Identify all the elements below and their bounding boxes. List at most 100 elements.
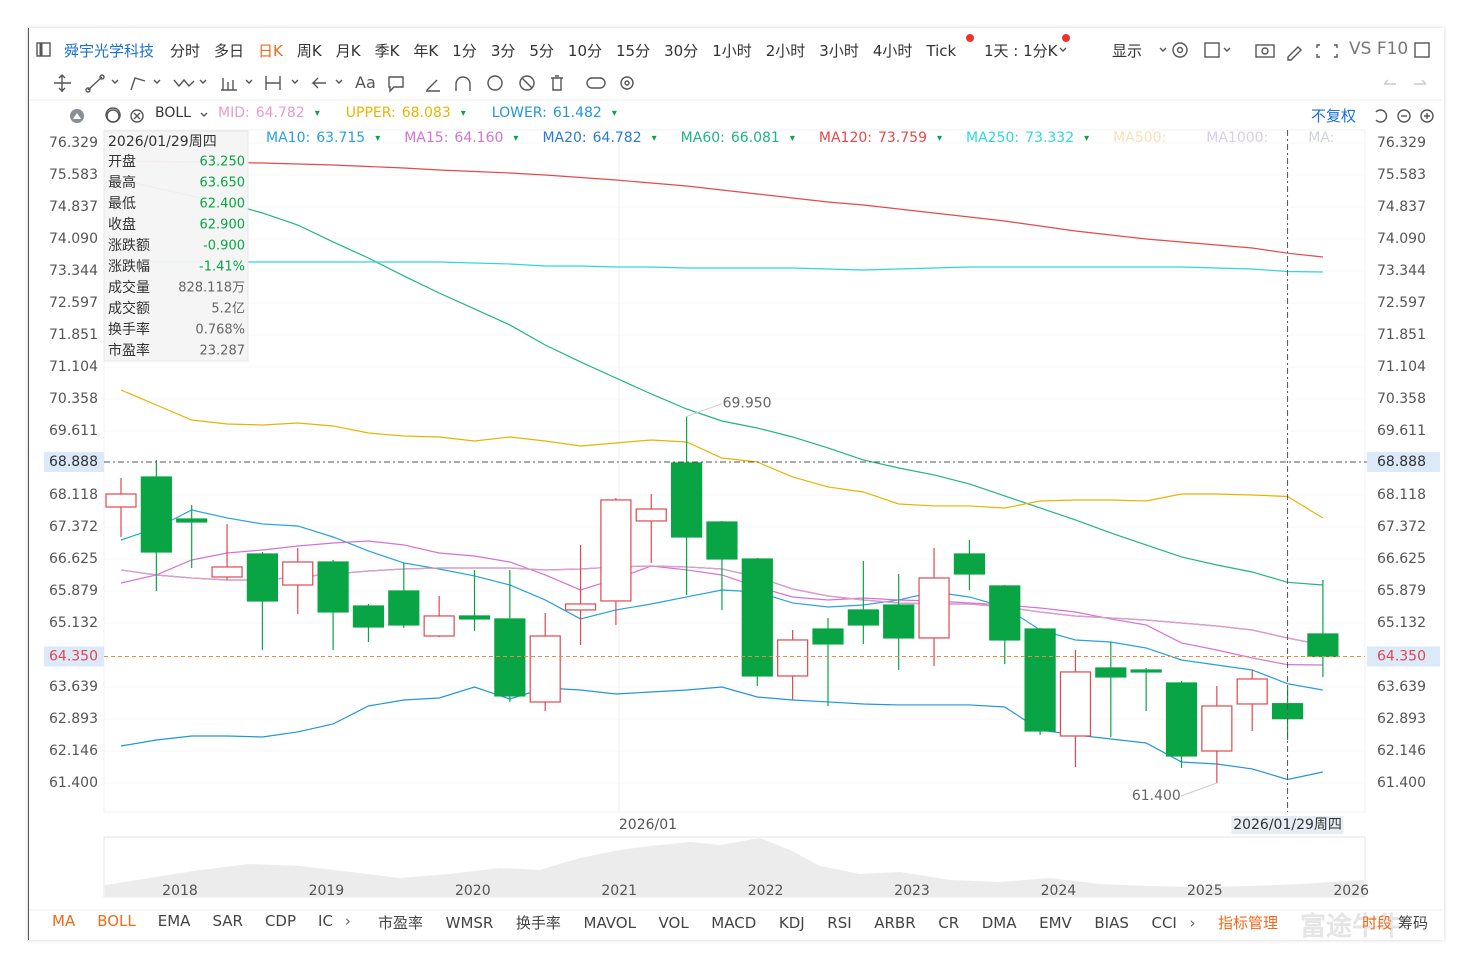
dropdown-caret[interactable]: ▾: [375, 132, 381, 144]
period-tab[interactable]: 月K: [335, 42, 361, 60]
period-tab[interactable]: 3分: [490, 42, 516, 60]
y-tick-label-right: 70.358: [1377, 391, 1426, 407]
indicator-tab[interactable]: CR: [938, 913, 960, 932]
indicator-tab[interactable]: IC: [318, 912, 333, 930]
indicator-tab[interactable]: MAVOL: [583, 913, 636, 932]
layout-icon[interactable]: [36, 42, 51, 57]
trash-icon[interactable]: [551, 75, 563, 91]
range-icon[interactable]: [265, 76, 281, 90]
indicator-tab[interactable]: MACD: [711, 913, 757, 932]
line-icon[interactable]: [87, 76, 103, 91]
vs-f10[interactable]: VS F10: [1349, 39, 1409, 59]
move-icon[interactable]: [54, 74, 71, 92]
dropdown-caret[interactable]: ▾: [611, 107, 617, 119]
period-tab[interactable]: 1小时: [712, 42, 752, 60]
indicator-tab[interactable]: ARBR: [874, 913, 916, 932]
toolbar-row: 1天 : 1分K: [984, 40, 1058, 61]
legend-name: MA20:: [542, 130, 587, 146]
reset[interactable]: [1375, 109, 1388, 123]
settings-icon[interactable]: [620, 76, 634, 90]
boll-settings[interactable]: [106, 109, 120, 123]
indicator-name[interactable]: BOLL: [155, 105, 191, 121]
indicator-tab[interactable]: VOL: [658, 913, 689, 932]
period-tab[interactable]: 年K: [413, 42, 439, 60]
period-tab[interactable]: 多日: [214, 42, 245, 60]
camera-icon[interactable]: [1255, 44, 1275, 58]
candle-body: [847, 609, 879, 626]
y-tick-label-right: 62.893: [1377, 711, 1426, 727]
period-tab[interactable]: 周K: [296, 42, 322, 60]
period-tab[interactable]: 3小时: [819, 42, 859, 60]
period-tab[interactable]: 日K: [258, 42, 283, 60]
zoom-in[interactable]: [1420, 109, 1434, 123]
dropdown-caret[interactable]: ▾: [936, 132, 943, 144]
box-icon[interactable]: [1204, 42, 1220, 58]
stock-name[interactable]: 舜宇光学科技: [64, 42, 155, 60]
scroll-arrow[interactable]: ›: [1189, 913, 1196, 932]
chips-tab[interactable]: 筹码: [1398, 914, 1429, 932]
poly-icon[interactable]: [130, 77, 146, 91]
zoom-out[interactable]: [1397, 109, 1411, 123]
dropdown-caret[interactable]: ▾: [513, 132, 519, 144]
info-value: 63.250: [200, 155, 246, 170]
indicator-tab[interactable]: 换手率: [515, 914, 561, 932]
gear-icon[interactable]: [1172, 42, 1188, 58]
dropdown-caret[interactable]: ▾: [460, 107, 466, 119]
boll-close[interactable]: [130, 109, 144, 123]
adjust-toggle[interactable]: 不复权: [1311, 107, 1357, 125]
indicator-tab[interactable]: RSI: [827, 913, 852, 932]
draw-icon[interactable]: [1287, 46, 1302, 61]
period-tab[interactable]: 时段: [1362, 914, 1393, 932]
indicator-tab[interactable]: BIAS: [1094, 913, 1129, 932]
indicator-tab[interactable]: MA: [52, 912, 76, 930]
note-icon[interactable]: [388, 76, 404, 93]
badge: [966, 34, 974, 42]
period-tab[interactable]: 15分: [616, 42, 651, 60]
magnet-icon[interactable]: [455, 76, 471, 91]
side-icon[interactable]: [1414, 42, 1430, 58]
wave-icon[interactable]: [173, 78, 195, 88]
measure-icon[interactable]: [221, 78, 237, 91]
arrow-icon[interactable]: [311, 77, 326, 89]
indicator-tab[interactable]: EMA: [157, 912, 191, 930]
indicator-tab[interactable]: EMV: [1039, 913, 1072, 932]
y-tick-label: 65.879: [49, 583, 98, 599]
period-setting[interactable]: 1天 : 1分K: [984, 42, 1058, 60]
period-tab[interactable]: 4小时: [872, 42, 913, 60]
scroll-arrow[interactable]: ›: [344, 912, 351, 930]
indicator-tab[interactable]: CDP: [264, 912, 297, 930]
dropdown-caret[interactable]: ▾: [314, 107, 320, 119]
lock-icon[interactable]: [487, 75, 503, 91]
indicator-tab[interactable]: DMA: [981, 913, 1017, 932]
text-tool[interactable]: Aa: [355, 73, 376, 92]
indicator-manage[interactable]: 指标管理: [1218, 914, 1279, 932]
pen-icon[interactable]: [426, 79, 440, 92]
period-tab[interactable]: 分时: [170, 42, 201, 60]
indicator-tab[interactable]: SAR: [212, 912, 243, 930]
indicator-tab[interactable]: KDJ: [778, 913, 805, 932]
dropdown-caret[interactable]: ▾: [789, 132, 795, 144]
y-tick-label: 62.146: [49, 743, 98, 759]
display-menu[interactable]: 显示: [1112, 42, 1143, 60]
candle-body: [1307, 633, 1339, 658]
period-tab[interactable]: 2小时: [765, 42, 806, 60]
indicator-tab[interactable]: 市盈率: [378, 914, 424, 932]
indicator-tab[interactable]: WMSR: [445, 913, 494, 932]
indicator-tab[interactable]: BOLL: [97, 912, 136, 930]
y-tick-label-right: 65.132: [1377, 615, 1426, 631]
period-tab[interactable]: 10分: [567, 42, 602, 60]
period-tab[interactable]: 5分: [529, 42, 554, 60]
period-tab[interactable]: 30分: [664, 42, 699, 60]
dropdown-caret[interactable]: ▾: [651, 132, 657, 144]
fullscreen-icon[interactable]: [1316, 44, 1338, 58]
hide-icon[interactable]: [519, 75, 535, 91]
y-tick-label: 61.400: [49, 775, 98, 791]
period-tab[interactable]: 季K: [374, 42, 400, 60]
dropdown-caret[interactable]: ▾: [1084, 132, 1090, 144]
indicator-tab[interactable]: CCI: [1151, 913, 1177, 932]
period-tab[interactable]: Tick: [926, 41, 957, 60]
candle-body: [1130, 669, 1162, 673]
navigator-year: 2023: [894, 883, 930, 899]
period-tab[interactable]: 1分: [452, 42, 477, 60]
group-icon[interactable]: [586, 77, 606, 89]
